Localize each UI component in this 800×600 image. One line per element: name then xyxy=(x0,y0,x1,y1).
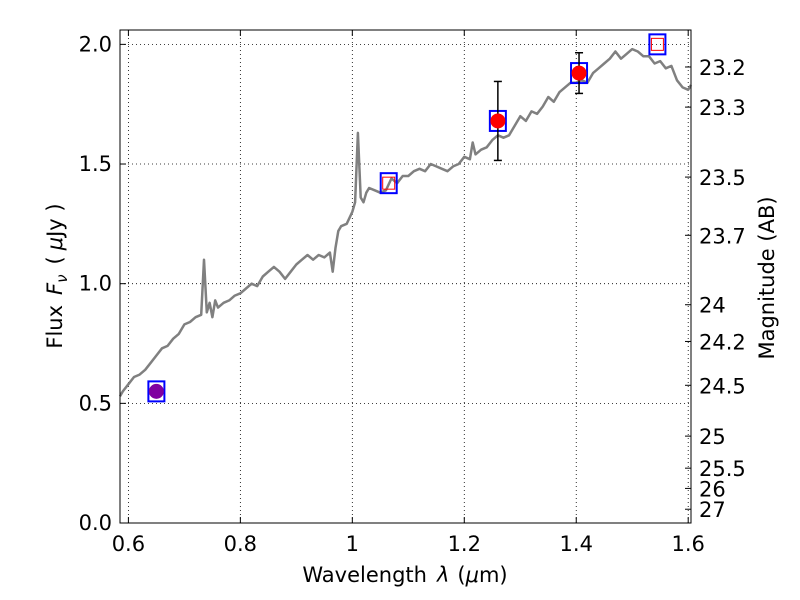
measurement-point xyxy=(571,65,587,81)
data-markers xyxy=(147,33,667,403)
y-tick-label: 1.0 xyxy=(79,272,112,296)
x-axis-label-unit-mu: μ xyxy=(465,563,479,587)
magnitude-tick-label: 25.5 xyxy=(699,457,746,481)
x-tick-label: 1.6 xyxy=(671,532,704,556)
magnitude-tick-label: 26 xyxy=(699,477,726,501)
x-tick-label: 1.2 xyxy=(448,532,481,556)
x-tick-label: 0.6 xyxy=(112,532,145,556)
magnitude-tick-label: 23.7 xyxy=(699,224,746,248)
plot-frame xyxy=(119,29,692,524)
y-tick-label: 0.0 xyxy=(79,511,112,535)
y-axis-label-text: Flux xyxy=(43,305,67,349)
purple-measurement-point xyxy=(148,383,164,399)
measurement-point xyxy=(490,113,506,129)
y-axis-label-unit-open: ( xyxy=(43,256,67,264)
photometry-box-marker xyxy=(648,33,667,56)
x-axis-label: Wavelength λ (μm) xyxy=(302,563,507,587)
y-tick-label: 0.5 xyxy=(79,391,112,415)
x-axis-label-symbol: λ xyxy=(436,563,449,587)
y-tick-label: 1.5 xyxy=(79,152,112,176)
y-tick-label: 2.0 xyxy=(79,32,112,56)
magnitude-tick-label: 24.2 xyxy=(699,330,746,354)
magnitude-tick-label: 23.2 xyxy=(699,56,746,80)
y-axis-label-unit-rest: Jy ) xyxy=(43,203,67,239)
x-tick-label: 1 xyxy=(346,532,359,556)
magnitude-tick-label: 24 xyxy=(699,294,726,318)
y-axis-label-unit-mu: μ xyxy=(43,237,67,251)
y-axis-label: Flux Fν ( μJy ) xyxy=(43,203,71,348)
axis-ticks: 0.6 0.8 1 1.2 1.4 1.6 0.0 0.5 1.0 1.5 2.0 23.2 23.3 2… xyxy=(79,30,746,556)
x-axis-label-unit-open: ( xyxy=(457,563,465,587)
model-square-marker xyxy=(650,37,664,51)
magnitude-tick-label: 24.5 xyxy=(699,374,746,398)
y-axis-label-sub: ν xyxy=(53,274,71,282)
magnitude-tick-label: 23.3 xyxy=(699,96,746,120)
x-axis-label-unit-rest: m) xyxy=(479,563,508,587)
photometry-box-marker xyxy=(147,380,166,403)
magnitude-tick-label: 27 xyxy=(699,498,726,522)
magnitude-tick-label: 25 xyxy=(699,425,726,449)
model-square-marker xyxy=(382,176,396,190)
photometry-box-marker xyxy=(379,172,398,195)
magnitude-axis-label: Magnitude (AB) xyxy=(755,196,779,359)
x-axis-label-text: Wavelength xyxy=(302,563,427,587)
y-axis-label-symbol: F xyxy=(43,282,67,295)
x-tick-label: 0.8 xyxy=(224,532,257,556)
spectrum-line xyxy=(118,47,693,397)
x-tick-label: 1.4 xyxy=(560,532,593,556)
magnitude-tick-label: 23.5 xyxy=(699,166,746,190)
